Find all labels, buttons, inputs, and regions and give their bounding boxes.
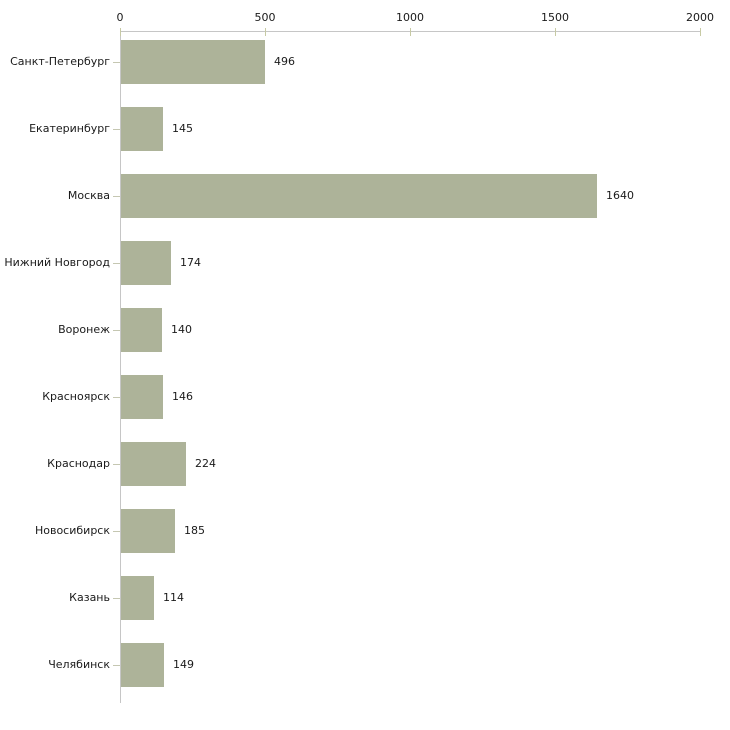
bar	[121, 40, 265, 84]
bar	[121, 643, 164, 687]
y-tick-mark	[113, 665, 120, 666]
y-tick-mark	[113, 464, 120, 465]
y-tick-mark	[113, 62, 120, 63]
x-tick-mark	[700, 28, 701, 36]
x-tick-label: 500	[254, 11, 276, 24]
bar	[121, 107, 163, 151]
x-tick-label: 2000	[686, 11, 714, 24]
bar	[121, 442, 186, 486]
value-label: 140	[171, 323, 192, 336]
category-label: Санкт-Петербург	[10, 55, 110, 68]
category-label: Красноярск	[42, 390, 110, 403]
category-label: Челябинск	[48, 658, 110, 671]
category-label: Нижний Новгород	[4, 256, 110, 269]
x-tick-mark	[265, 28, 266, 36]
bar	[121, 509, 175, 553]
bar	[121, 308, 162, 352]
value-label: 149	[173, 658, 194, 671]
category-label: Казань	[69, 591, 110, 604]
value-label: 174	[180, 256, 201, 269]
value-label: 146	[172, 390, 193, 403]
y-tick-mark	[113, 129, 120, 130]
y-tick-mark	[113, 598, 120, 599]
value-label: 114	[163, 591, 184, 604]
y-tick-mark	[113, 397, 120, 398]
category-label: Воронеж	[58, 323, 110, 336]
bar	[121, 375, 163, 419]
x-tick-mark	[410, 28, 411, 36]
y-tick-mark	[113, 531, 120, 532]
y-tick-mark	[113, 330, 120, 331]
x-tick-label: 0	[116, 11, 124, 24]
x-tick-mark	[555, 28, 556, 36]
x-tick-label: 1000	[396, 11, 424, 24]
value-label: 1640	[606, 189, 634, 202]
y-tick-mark	[113, 263, 120, 264]
value-label: 496	[274, 55, 295, 68]
y-axis-line	[120, 31, 121, 703]
value-label: 145	[172, 122, 193, 135]
plot-area: 0 500 1000 1500 2000 Санкт-Петербург 496 Екате…	[4, 11, 714, 703]
value-label: 224	[195, 457, 216, 470]
bar	[121, 576, 154, 620]
bar	[121, 241, 171, 285]
category-label: Краснодар	[47, 457, 110, 470]
x-tick-label: 1500	[541, 11, 569, 24]
value-label: 185	[184, 524, 205, 537]
category-label: Москва	[67, 189, 110, 202]
category-label: Новосибирск	[34, 524, 110, 537]
y-tick-mark	[113, 196, 120, 197]
category-label: Екатеринбург	[29, 122, 110, 135]
x-tick-mark	[120, 28, 121, 36]
bar	[121, 174, 597, 218]
